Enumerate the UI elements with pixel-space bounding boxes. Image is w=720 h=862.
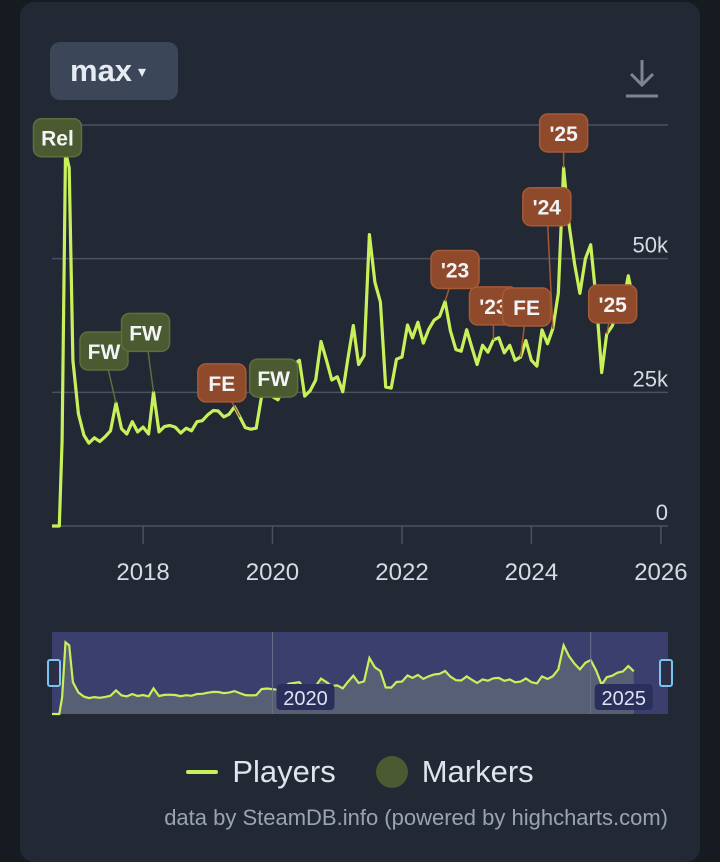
legend: Players Markers [0,750,720,794]
marker-label: FE [513,297,540,320]
y-tick-label: 50k [633,233,669,258]
legend-item-markers[interactable]: Markers [375,754,534,790]
x-tick-label: 2026 [634,559,687,586]
series-line-players[interactable] [52,150,636,528]
navigator-label: 2020 [283,688,328,710]
markers: Rel FW FW FE FW '23 '23 FE '24 '25 '25 [32,113,638,418]
marker-flag[interactable] [120,312,171,353]
marker-label: FW [257,368,290,391]
download-icon-glyph [626,60,658,98]
chevron-down-icon: ▾ [138,64,147,81]
x-tick-label: 2022 [375,559,428,586]
legend-item-players[interactable]: Players [186,754,336,790]
marker-label: FW [88,341,121,364]
marker-flag[interactable] [248,358,299,398]
marker-label: '24 [533,197,562,220]
x-tick-label: 2020 [246,559,299,586]
legend-label-players: Players [232,754,336,789]
y-tick-label: 25k [633,366,669,391]
navigator-label-bg [276,684,335,710]
legend-dot-swatch [375,756,408,788]
marker-label: '23 [441,259,469,282]
marker-flag[interactable] [522,186,572,227]
marker-flag[interactable] [587,284,638,324]
marker-label: FW [129,322,162,345]
marker-flag[interactable] [197,363,247,403]
range-label: max [70,53,133,88]
marker-flag[interactable] [430,249,480,290]
y-tick-label: 0 [656,500,668,525]
series-players[interactable] [52,150,636,528]
marker-flag[interactable] [538,113,589,153]
marker-label: FE [208,373,235,396]
legend-line-swatch [186,770,219,774]
legend-label-markers: Markers [421,754,534,789]
navigator-handle[interactable] [659,659,673,687]
navigator-handle[interactable] [47,659,61,687]
navigator-label-bg [594,684,653,710]
marker-label: '25 [549,123,578,146]
x-tick-label: 2018 [116,559,169,586]
marker-label: Rel [41,128,74,151]
range-selector-button[interactable]: max ▾ [50,42,178,100]
credits-link[interactable]: data by SteamDB.info (powered by highcha… [164,805,668,830]
download-icon[interactable] [624,56,660,100]
navigator[interactable]: 2020 2025 [47,632,673,716]
marker-connector [546,206,554,329]
navigator-area [52,642,634,714]
x-tick-label: 2024 [505,559,558,586]
navigator-line [52,640,635,716]
marker-label: '23 [479,296,507,319]
marker-flag[interactable] [32,117,83,158]
y-axis: 0 25k 50k [633,233,669,525]
x-axis: 2018 2020 2022 2024 2026 [116,526,688,586]
marker-label: '25 [599,294,628,317]
navigator-label: 2025 [601,688,646,710]
marker-flag[interactable] [501,287,552,327]
